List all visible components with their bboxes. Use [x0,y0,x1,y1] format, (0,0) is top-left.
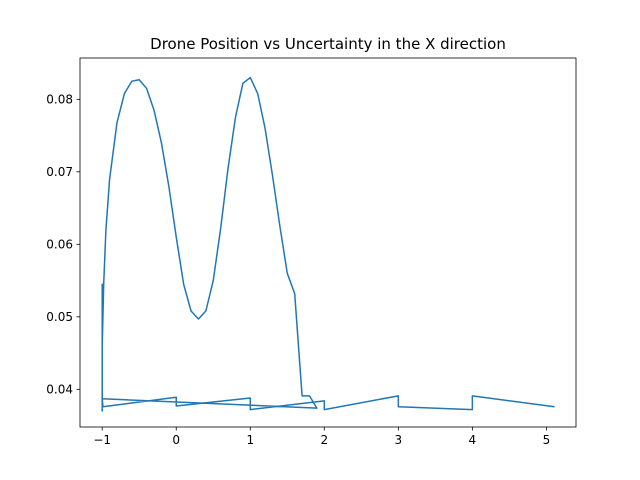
y-tick-label: 0.06 [46,237,73,251]
series-line-0 [101,76,555,412]
x-tick-label: 5 [543,433,551,447]
x-tick-label: 3 [395,433,403,447]
y-tick-label: 0.05 [46,310,73,324]
chart-title: Drone Position vs Uncertainty in the X d… [150,35,506,53]
x-tick-label: 4 [469,433,477,447]
plot-layer [101,76,555,412]
x-tick-label: −1 [93,433,111,447]
y-tick-label: 0.08 [46,92,73,106]
y-tick-label: 0.04 [46,382,73,396]
x-tick-label: 1 [246,433,254,447]
y-tick-label: 0.07 [46,165,73,179]
x-tick-label: 0 [172,433,180,447]
axes-frame [79,57,577,428]
axes-layer: −1 0 1 2 3 4 5 0.04 0.05 0.06 0.07 0.08 [46,57,577,447]
x-tick-label: 2 [320,433,328,447]
